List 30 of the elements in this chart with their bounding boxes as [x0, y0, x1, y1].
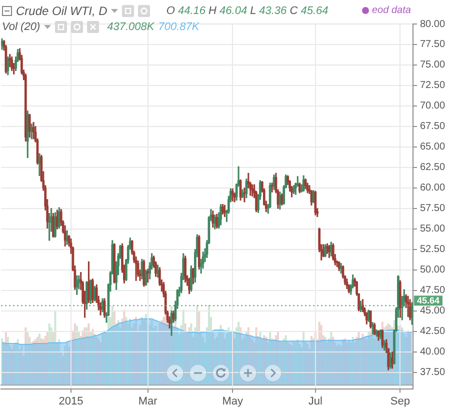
y-tick-label: 65.00 — [420, 142, 446, 153]
y-tick-label: 62.50 — [420, 162, 446, 174]
annotation: Vol (20) — [2, 21, 40, 33]
y-tick-label: 75.00 — [420, 60, 446, 71]
y-tick-label: 47.50 — [420, 285, 446, 296]
y-tick-label: 50.00 — [420, 264, 446, 276]
y-tick-label: 60.00 — [420, 182, 446, 194]
text: eod data — [372, 5, 411, 16]
y-tick-label: 70.00 — [420, 100, 446, 112]
y-tick-label: 67.50 — [420, 121, 446, 132]
annotation: 700.87K — [158, 21, 200, 33]
text: O 44.16 H 46.04 L 43.36 C 45.64 — [166, 5, 328, 17]
y-tick-label: 80.00 — [420, 18, 446, 30]
x-tick-label: Sep — [390, 395, 410, 408]
y-tick-label: 55.00 — [420, 224, 446, 235]
x-tick-label: Mar — [138, 395, 158, 408]
x-tick-label: May — [222, 395, 244, 408]
x-tick-label: Jul — [308, 395, 322, 408]
y-tick-label: 57.50 — [420, 203, 446, 214]
x-tick-label: 2015 — [58, 395, 84, 408]
y-tick-label: 72.50 — [420, 80, 446, 92]
ref-line-label: 45.64 — [416, 296, 440, 306]
y-tick-label: 52.50 — [420, 244, 446, 256]
y-tick-label: 42.50 — [420, 326, 446, 338]
y-tick-label: 40.00 — [420, 346, 446, 358]
chart-title: Crude Oil WTI, D — [16, 4, 108, 18]
y-tick-label: 77.50 — [420, 39, 446, 50]
y-tick-label: 37.50 — [420, 367, 446, 378]
y-tick-label: 45.00 — [420, 306, 446, 317]
annotation: 437.008K — [107, 21, 154, 33]
